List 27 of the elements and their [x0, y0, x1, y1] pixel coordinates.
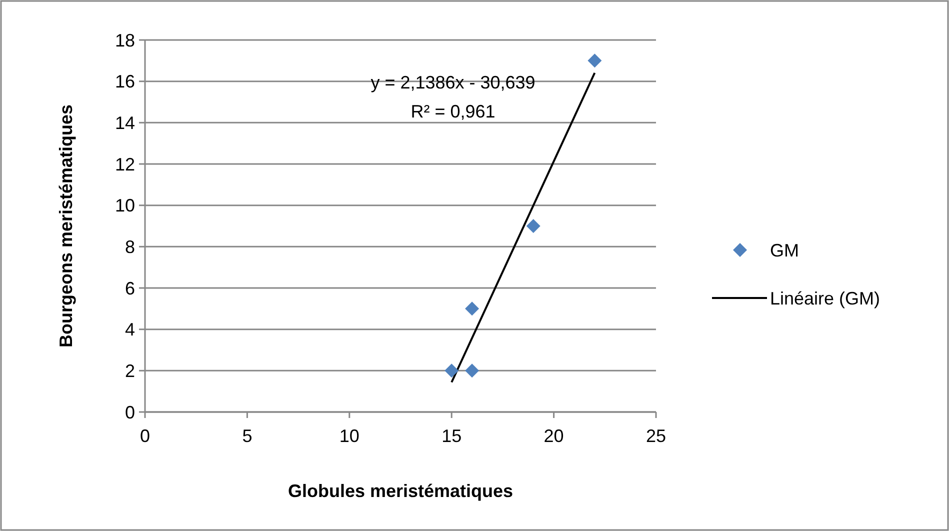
- point: [465, 302, 480, 316]
- legend-label: Linéaire (GM): [770, 288, 880, 308]
- legend-label: GM: [770, 240, 799, 260]
- point: [465, 364, 480, 378]
- annotation: R² = 0,961: [410, 101, 496, 122]
- x-tick-label: 20: [544, 426, 564, 446]
- y-tick-label: 4: [124, 320, 135, 340]
- point: [526, 219, 540, 233]
- y-tick-label: 16: [114, 72, 135, 92]
- y-axis-title: Bourgeons meristématiques: [56, 104, 76, 348]
- y-tick-label: 6: [124, 278, 135, 298]
- annotation: y = 2,1386x - 30,639: [370, 72, 536, 92]
- y-tick-label: 18: [114, 30, 135, 50]
- x-tick-label: 25: [646, 426, 666, 446]
- y-tick-label: 8: [124, 236, 135, 257]
- y-tick-label: 12: [114, 154, 135, 174]
- x-tick-label: 0: [140, 426, 150, 446]
- x-tick-label: 15: [442, 426, 462, 446]
- x-axis-title: Globules meristématiques: [288, 481, 514, 501]
- y-tick-label: 10: [114, 196, 135, 216]
- y-tick-label: 2: [124, 360, 135, 381]
- x-tick-label: 5: [242, 426, 252, 446]
- y-tick-label: 0: [124, 402, 135, 422]
- y-tick-label: 14: [114, 112, 135, 133]
- x-tick-label: 10: [339, 426, 360, 446]
- point: [444, 364, 459, 378]
- point: [588, 54, 602, 68]
